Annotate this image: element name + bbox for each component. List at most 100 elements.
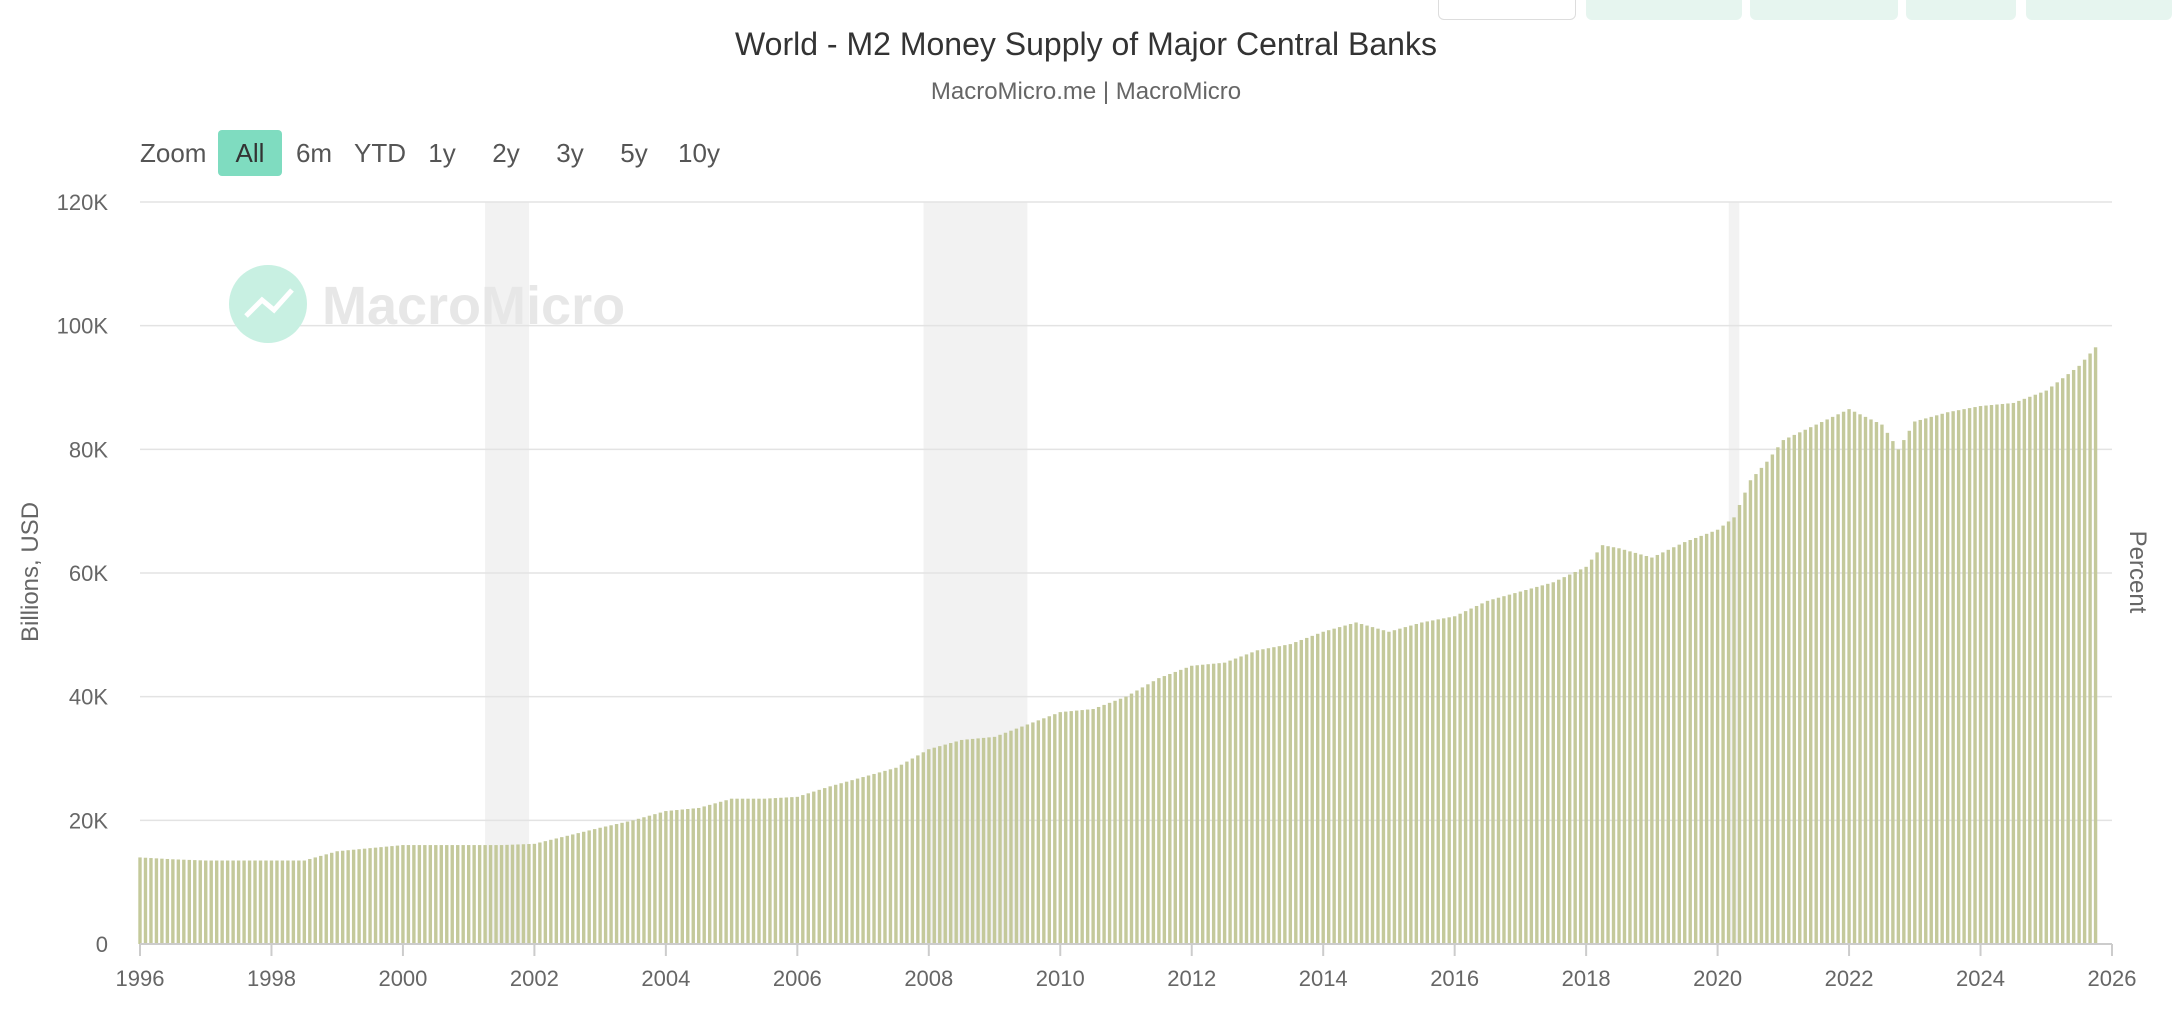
x-tick-label: 2018 xyxy=(1562,966,1611,991)
bar xyxy=(609,825,613,944)
bar xyxy=(264,860,268,944)
bar xyxy=(225,860,230,944)
bar xyxy=(2017,400,2021,944)
bar xyxy=(1754,474,1758,944)
embed-button[interactable] xyxy=(1906,0,2016,20)
bar xyxy=(379,847,383,944)
bar xyxy=(1978,406,1983,944)
bar xyxy=(258,860,263,944)
bar xyxy=(1031,722,1035,944)
bar xyxy=(1354,622,1358,944)
bar xyxy=(790,797,794,944)
bar xyxy=(1168,673,1172,944)
bar xyxy=(647,815,652,944)
bar xyxy=(1672,547,1676,944)
bar xyxy=(707,804,712,944)
bar xyxy=(149,858,153,944)
bar xyxy=(1940,413,1944,944)
x-tick-label: 2004 xyxy=(641,966,690,991)
zoom-5y-button[interactable]: 5y xyxy=(620,138,648,168)
bar xyxy=(461,845,465,944)
bar xyxy=(1573,571,1577,944)
bar xyxy=(976,738,980,944)
bar xyxy=(669,810,674,944)
bar xyxy=(406,845,411,944)
share-button[interactable] xyxy=(1438,0,1576,20)
zoom-ytd-button[interactable]: YTD xyxy=(354,138,406,168)
bar xyxy=(1266,648,1271,944)
bar xyxy=(1650,557,1654,944)
bar xyxy=(1310,635,1314,944)
bar xyxy=(499,845,504,944)
bar xyxy=(603,826,608,944)
bar xyxy=(456,845,460,944)
bar xyxy=(1798,432,1802,944)
bar xyxy=(2082,359,2087,944)
zoom-10y-button[interactable]: 10y xyxy=(678,138,720,168)
image-button[interactable] xyxy=(1750,0,1898,20)
bar xyxy=(1589,559,1594,944)
bar xyxy=(1732,517,1736,944)
x-tick-label: 2002 xyxy=(510,966,559,991)
bar xyxy=(1595,552,1599,944)
bar xyxy=(718,801,723,944)
bar xyxy=(1836,414,1840,944)
zoom-6m-button[interactable]: 6m xyxy=(295,138,333,168)
x-tick-label: 2010 xyxy=(1036,966,1085,991)
bar xyxy=(1091,709,1095,944)
bar xyxy=(242,860,246,944)
bar xyxy=(1518,591,1523,944)
bar xyxy=(1787,437,1791,944)
bar xyxy=(795,796,800,944)
bar xyxy=(1064,711,1068,944)
watermark-text: MacroMicro xyxy=(322,276,625,336)
bar xyxy=(2006,403,2010,944)
bar xyxy=(1929,416,1933,944)
bar xyxy=(1666,549,1670,944)
bar xyxy=(625,821,630,944)
bar xyxy=(943,744,947,944)
custom-button[interactable] xyxy=(1586,0,1742,20)
bar xyxy=(2055,382,2059,944)
bar xyxy=(2050,386,2054,944)
bar xyxy=(1206,664,1210,944)
watermark: MacroMicro xyxy=(229,265,625,343)
y-tick-label: 120K xyxy=(57,190,109,215)
bar xyxy=(1447,617,1451,944)
zoom-all-button[interactable]: All xyxy=(218,130,282,176)
bar xyxy=(1639,554,1643,944)
bar xyxy=(560,837,564,944)
bar xyxy=(1830,416,1835,944)
bar xyxy=(861,777,865,944)
x-tick-label: 2012 xyxy=(1167,966,1216,991)
bar xyxy=(592,829,597,944)
bar xyxy=(1157,678,1161,944)
zoom-2y-button[interactable]: 2y xyxy=(492,138,520,168)
bar xyxy=(1321,631,1325,944)
bar xyxy=(362,848,367,944)
bar xyxy=(1693,537,1698,944)
bar xyxy=(1803,429,1807,944)
bar xyxy=(477,845,482,944)
more-button[interactable] xyxy=(2026,0,2172,20)
bar xyxy=(801,795,805,944)
bar xyxy=(1294,642,1298,944)
bar xyxy=(1042,718,1046,944)
bar xyxy=(2000,403,2005,944)
bar xyxy=(844,781,849,944)
bar xyxy=(1009,730,1013,944)
zoom-3y-button[interactable]: 3y xyxy=(556,138,584,168)
bar xyxy=(949,743,953,944)
bar xyxy=(1765,461,1769,944)
bar xyxy=(1228,660,1232,944)
bar xyxy=(932,747,936,944)
bar xyxy=(138,857,142,944)
bar xyxy=(675,810,679,944)
bar xyxy=(582,831,586,944)
y-tick-label: 100K xyxy=(57,314,109,339)
bar xyxy=(543,841,548,944)
zoom-1y-button[interactable]: 1y xyxy=(428,138,456,168)
bar xyxy=(735,798,739,944)
bar xyxy=(1617,548,1621,944)
